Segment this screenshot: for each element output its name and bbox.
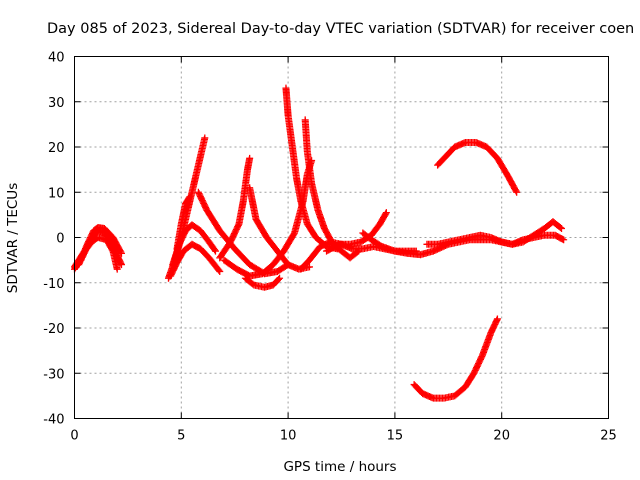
y-tick-label: -10	[43, 277, 64, 292]
x-tick-label: 20	[493, 429, 510, 444]
data-point	[215, 266, 223, 274]
data-point	[201, 134, 209, 142]
data-point	[382, 210, 390, 218]
series-arc-9	[216, 154, 254, 262]
x-tick-label: 0	[70, 429, 78, 444]
data-point	[382, 209, 390, 217]
x-axis-label: GPS time / hours	[283, 459, 396, 475]
data-point	[512, 187, 520, 195]
series-arc-20	[410, 315, 501, 402]
data-point	[186, 193, 194, 201]
plot-frame	[74, 56, 609, 419]
y-tick-label: 10	[48, 186, 65, 201]
data-point	[560, 236, 568, 244]
data-point	[556, 223, 564, 231]
x-tick-label: 15	[387, 429, 404, 444]
data-point	[274, 275, 282, 283]
series-arc-11	[220, 157, 316, 280]
data-point	[513, 188, 521, 196]
series-arc-19	[434, 138, 521, 196]
x-tick-label: 5	[177, 429, 185, 444]
x-tick-label: 10	[280, 429, 297, 444]
y-tick-label: -20	[43, 322, 64, 337]
chart-title: Day 085 of 2023, Sidereal Day-to-day VTE…	[47, 21, 634, 37]
y-tick-label: -30	[43, 367, 64, 382]
data-point	[211, 246, 219, 254]
data-point	[246, 154, 254, 162]
data-point	[113, 265, 121, 273]
data-point	[185, 194, 193, 202]
x-tick-labels: 0 5 10 15 20 25	[70, 429, 616, 444]
data-point	[493, 315, 501, 323]
series-arc-7	[173, 193, 194, 253]
y-tick-label: 40	[48, 51, 65, 66]
data-point	[276, 274, 284, 282]
series-arc-3	[75, 224, 125, 269]
y-tick-label: -40	[43, 413, 64, 428]
y-tick-labels: -40 -30 -20 -10 0 10 20 30 40	[43, 51, 64, 428]
y-axis-label: SDTVAR / TECUs	[5, 183, 21, 293]
data-point	[558, 224, 566, 232]
data-point	[211, 247, 219, 255]
series-arc-12	[241, 274, 284, 291]
y-tick-label: 30	[48, 96, 65, 111]
series-arc-5	[167, 240, 224, 280]
x-tick-label: 25	[600, 429, 617, 444]
series-arc-18	[423, 231, 568, 248]
data-point	[305, 263, 313, 271]
data-point	[117, 249, 125, 257]
y-tick-label: 20	[48, 141, 65, 156]
data-point	[117, 248, 125, 256]
data-series	[71, 84, 568, 402]
y-tick-label: 0	[56, 232, 64, 247]
data-point	[216, 267, 224, 275]
